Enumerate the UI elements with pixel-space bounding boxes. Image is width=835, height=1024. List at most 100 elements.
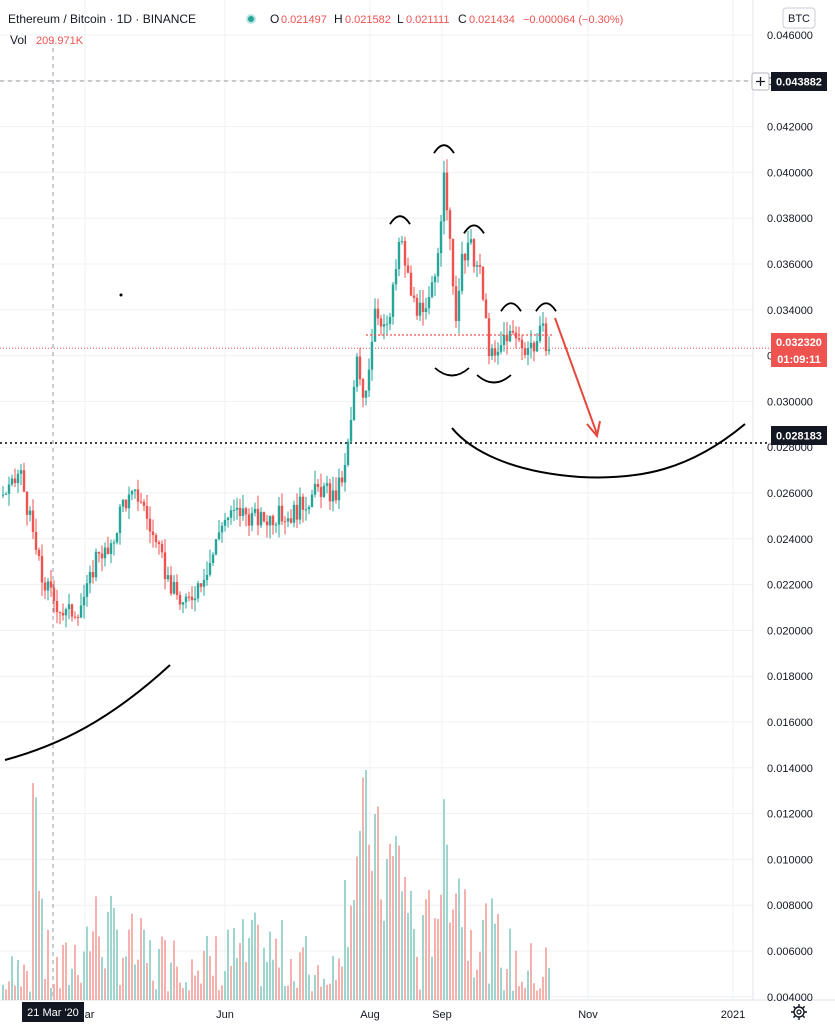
candle-body: [472, 239, 476, 267]
volume-bar: [2, 984, 4, 1000]
currency-badge[interactable]: [782, 7, 816, 29]
candle-body: [259, 512, 263, 526]
candle-body: [250, 512, 254, 526]
volume-label: Vol: [10, 33, 27, 47]
volume-bar: [203, 950, 205, 1000]
volume-bar: [368, 844, 370, 1000]
volume-bar: [488, 983, 490, 1000]
volume-bar: [509, 928, 511, 1000]
rounding-bottom-curve: [451, 423, 746, 479]
candle-body: [25, 491, 29, 515]
volume-bar: [212, 975, 214, 1000]
volume-bar: [218, 990, 220, 1000]
candle-body: [193, 598, 197, 601]
candle-body: [388, 316, 392, 324]
volume-bar: [419, 989, 421, 1000]
candle-body: [487, 318, 491, 357]
y-tick-label: 0.034000: [767, 305, 813, 317]
candle-body: [448, 210, 452, 239]
candle-body: [172, 582, 176, 594]
x-tick-label: Sep: [432, 1009, 452, 1021]
volume-bar: [437, 919, 439, 1000]
candle-body: [391, 284, 395, 317]
volume-bar: [290, 959, 292, 1000]
candle-body: [433, 276, 437, 283]
volume-bar: [353, 900, 355, 1000]
volume-bar: [350, 905, 352, 1000]
support-price-tag: [771, 426, 827, 445]
volume-bar: [434, 918, 436, 1000]
candle-body: [310, 494, 314, 508]
volume-bar: [359, 830, 361, 1000]
candle-body: [277, 505, 281, 525]
candle-body: [205, 574, 209, 580]
candle-body: [238, 507, 242, 517]
candle-body: [148, 518, 152, 532]
volume-bar: [176, 966, 178, 1000]
volume-bar: [137, 959, 139, 1000]
candle-body: [4, 493, 8, 495]
volume-bar: [44, 979, 46, 1000]
volume-bar: [26, 970, 28, 1000]
volume-bar: [311, 991, 313, 1000]
volume-bar: [239, 943, 241, 1000]
volume-bar: [356, 856, 358, 1000]
candle-body: [271, 515, 275, 526]
candle-body: [208, 562, 212, 575]
volume-bar: [278, 967, 280, 1000]
volume-bar: [479, 951, 481, 1000]
trough-arc: [476, 374, 512, 384]
volume-bar: [92, 931, 94, 1000]
candle-body: [376, 308, 380, 319]
candle-body: [160, 544, 164, 553]
y-tick-label: 0.040000: [767, 167, 813, 179]
candle-body: [178, 595, 182, 605]
candle-body: [241, 508, 245, 517]
volume-bar: [41, 898, 43, 1000]
volume-bar: [482, 919, 484, 1000]
volume-bar: [443, 799, 445, 1000]
volume-bar: [380, 899, 382, 1000]
volume-bar: [287, 985, 289, 1000]
gear-icon[interactable]: [791, 1004, 807, 1020]
candle-body: [484, 299, 488, 319]
pattern-arc: [500, 302, 522, 312]
candle-body: [322, 485, 326, 497]
candle-body: [502, 334, 506, 346]
candle-body: [361, 379, 365, 398]
volume-bar: [71, 968, 73, 1000]
volume-bar: [386, 858, 388, 1000]
volume-bar: [527, 970, 529, 1000]
volume-bar: [20, 986, 22, 1000]
volume-bar: [146, 962, 148, 1000]
volume-bar: [170, 962, 172, 1000]
candle-body: [511, 330, 515, 333]
volume-bar: [494, 923, 496, 1000]
candle-body: [103, 547, 107, 559]
volume-bar: [143, 929, 145, 1000]
volume-bar: [224, 971, 226, 1000]
volume-bar: [548, 968, 550, 1000]
y-tick-label: 0.046000: [767, 30, 813, 42]
candle-body: [196, 583, 200, 599]
candle-body: [13, 478, 17, 484]
time-axis: Mar Jun Aug Sep Nov 2021: [76, 1009, 746, 1021]
volume-bar: [512, 990, 514, 1000]
y-tick-label: 0.042000: [767, 122, 813, 134]
volume-bar: [167, 991, 169, 1000]
candle-body: [490, 348, 494, 357]
candle-body: [397, 241, 401, 270]
volume-bar: [116, 929, 118, 1000]
volume-bar: [104, 968, 106, 1000]
volume-bar: [308, 974, 310, 1000]
candle-body: [139, 501, 143, 503]
candle-body: [346, 441, 350, 465]
volume-bar: [395, 835, 397, 1000]
volume-bar: [440, 894, 442, 1000]
volume-bar: [284, 985, 286, 1000]
volume-bar: [29, 991, 31, 1000]
volume-bar: [140, 918, 142, 1000]
candle-body: [355, 356, 359, 387]
projection-arrow-shaft: [554, 317, 598, 435]
